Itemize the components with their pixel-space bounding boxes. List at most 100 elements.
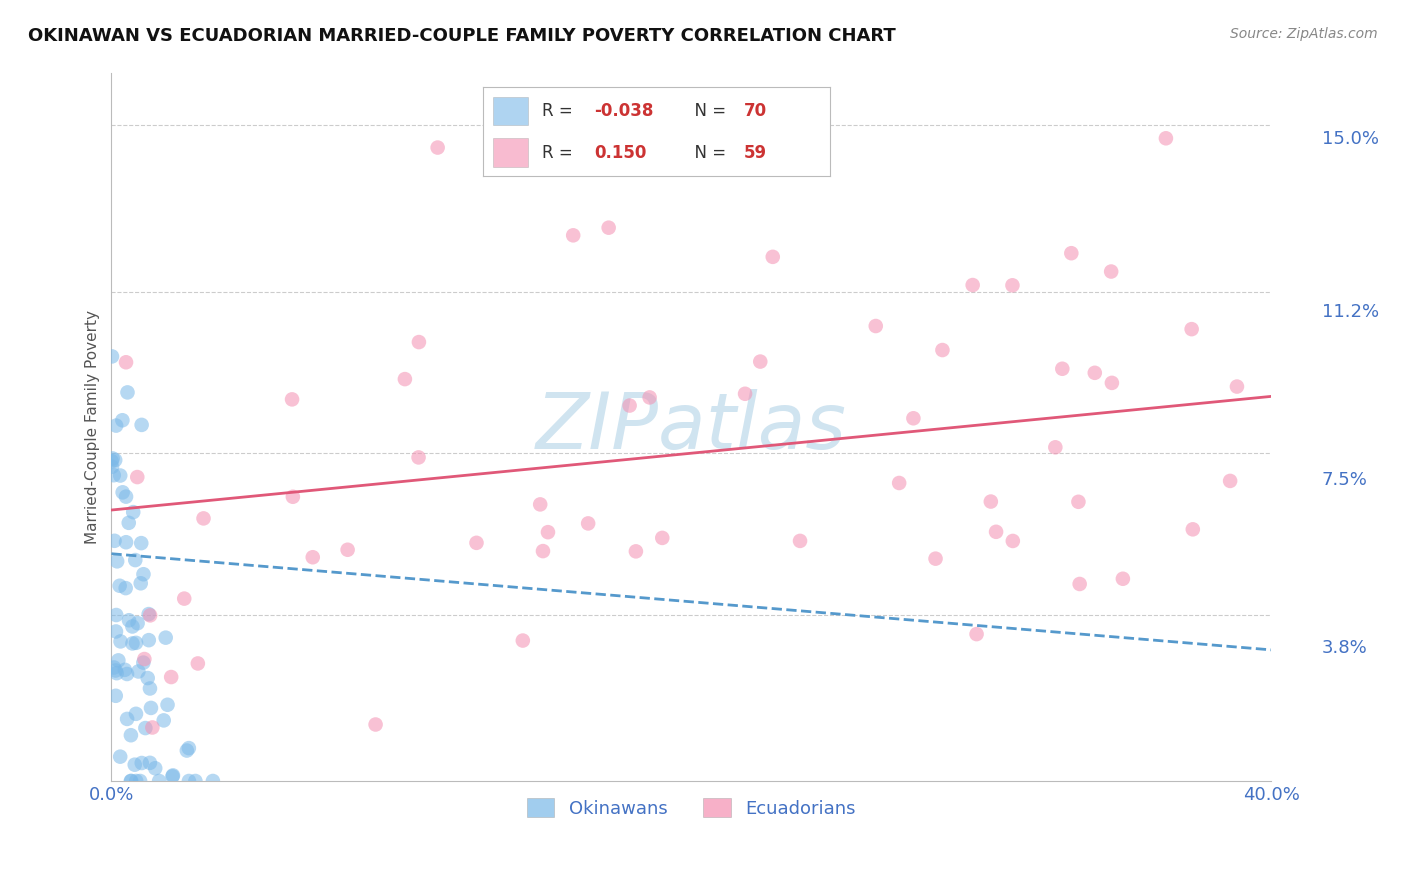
Point xyxy=(118,613,141,627)
Text: 11.2%: 11.2% xyxy=(1322,303,1379,321)
Point xyxy=(139,681,162,696)
Point xyxy=(187,657,209,671)
Point xyxy=(141,721,163,735)
Point xyxy=(924,551,946,566)
Point xyxy=(132,656,155,670)
Point xyxy=(114,663,136,677)
Point xyxy=(139,701,162,715)
Point xyxy=(118,516,141,530)
Point xyxy=(103,468,125,483)
Point xyxy=(143,761,166,775)
Point xyxy=(105,666,128,681)
Point xyxy=(125,706,148,721)
Point xyxy=(1045,440,1067,454)
Point xyxy=(105,554,128,568)
Point xyxy=(394,372,416,386)
Point xyxy=(104,689,127,703)
Point xyxy=(139,608,162,623)
Point xyxy=(980,494,1002,508)
Point xyxy=(281,490,304,504)
Point xyxy=(120,774,142,789)
Point xyxy=(148,774,170,789)
Point xyxy=(624,544,647,558)
Point xyxy=(1084,366,1107,380)
Point xyxy=(1099,264,1122,278)
Point xyxy=(865,318,887,333)
Text: 3.8%: 3.8% xyxy=(1322,639,1368,657)
Point xyxy=(931,343,953,357)
Point xyxy=(301,550,323,565)
Point xyxy=(903,411,925,425)
Point xyxy=(115,355,138,369)
Point xyxy=(120,728,142,742)
Point xyxy=(120,774,142,789)
Point xyxy=(201,774,224,789)
Point xyxy=(734,386,756,401)
Point xyxy=(101,451,124,466)
Point xyxy=(177,774,200,789)
Point xyxy=(129,536,152,550)
Text: Source: ZipAtlas.com: Source: ZipAtlas.com xyxy=(1230,27,1378,41)
Text: 15.0%: 15.0% xyxy=(1322,130,1379,148)
Point xyxy=(651,531,673,545)
Point xyxy=(124,757,146,772)
Point xyxy=(1101,376,1123,390)
Point xyxy=(408,450,430,465)
Point xyxy=(1001,533,1024,548)
Point xyxy=(1069,577,1091,591)
Point xyxy=(134,721,156,735)
Point xyxy=(111,413,134,427)
Point xyxy=(108,749,131,764)
Point xyxy=(1154,131,1177,145)
Point xyxy=(108,579,131,593)
Point xyxy=(105,607,128,622)
Point xyxy=(125,636,148,650)
Point xyxy=(121,619,143,633)
Point xyxy=(114,581,136,595)
Point xyxy=(529,497,551,511)
Point xyxy=(162,769,184,783)
Point xyxy=(124,553,146,567)
Point xyxy=(101,459,124,474)
Point xyxy=(1219,474,1241,488)
Point xyxy=(465,536,488,550)
Point xyxy=(117,385,139,400)
Point xyxy=(598,220,620,235)
Y-axis label: Married-Couple Family Poverty: Married-Couple Family Poverty xyxy=(86,310,100,544)
Point xyxy=(193,511,215,525)
Point xyxy=(127,665,149,679)
Point xyxy=(156,698,179,712)
Point xyxy=(111,485,134,500)
Point xyxy=(962,278,984,293)
Point xyxy=(139,756,162,770)
Point xyxy=(1001,278,1024,293)
Legend: Okinawans, Ecuadorians: Okinawans, Ecuadorians xyxy=(520,791,863,825)
Point xyxy=(176,743,198,757)
Point xyxy=(110,634,132,648)
Point xyxy=(789,533,811,548)
Point xyxy=(129,576,152,591)
Point xyxy=(155,631,177,645)
Point xyxy=(105,418,128,433)
Point xyxy=(136,671,159,685)
Point xyxy=(134,652,156,666)
Point xyxy=(125,774,148,789)
Point xyxy=(129,774,152,789)
Point xyxy=(638,391,661,405)
Point xyxy=(984,524,1007,539)
Point xyxy=(619,399,641,413)
Point xyxy=(512,633,534,648)
Point xyxy=(127,470,149,484)
Text: ZIPatlas: ZIPatlas xyxy=(536,389,846,465)
Point xyxy=(138,633,160,648)
Point xyxy=(138,607,160,621)
Point xyxy=(115,535,138,549)
Point xyxy=(104,664,127,678)
Point xyxy=(336,542,359,557)
Point xyxy=(1052,361,1074,376)
Point xyxy=(132,567,155,582)
Point xyxy=(562,228,585,243)
Point xyxy=(131,756,153,770)
Point xyxy=(122,505,145,519)
Point xyxy=(100,454,122,468)
